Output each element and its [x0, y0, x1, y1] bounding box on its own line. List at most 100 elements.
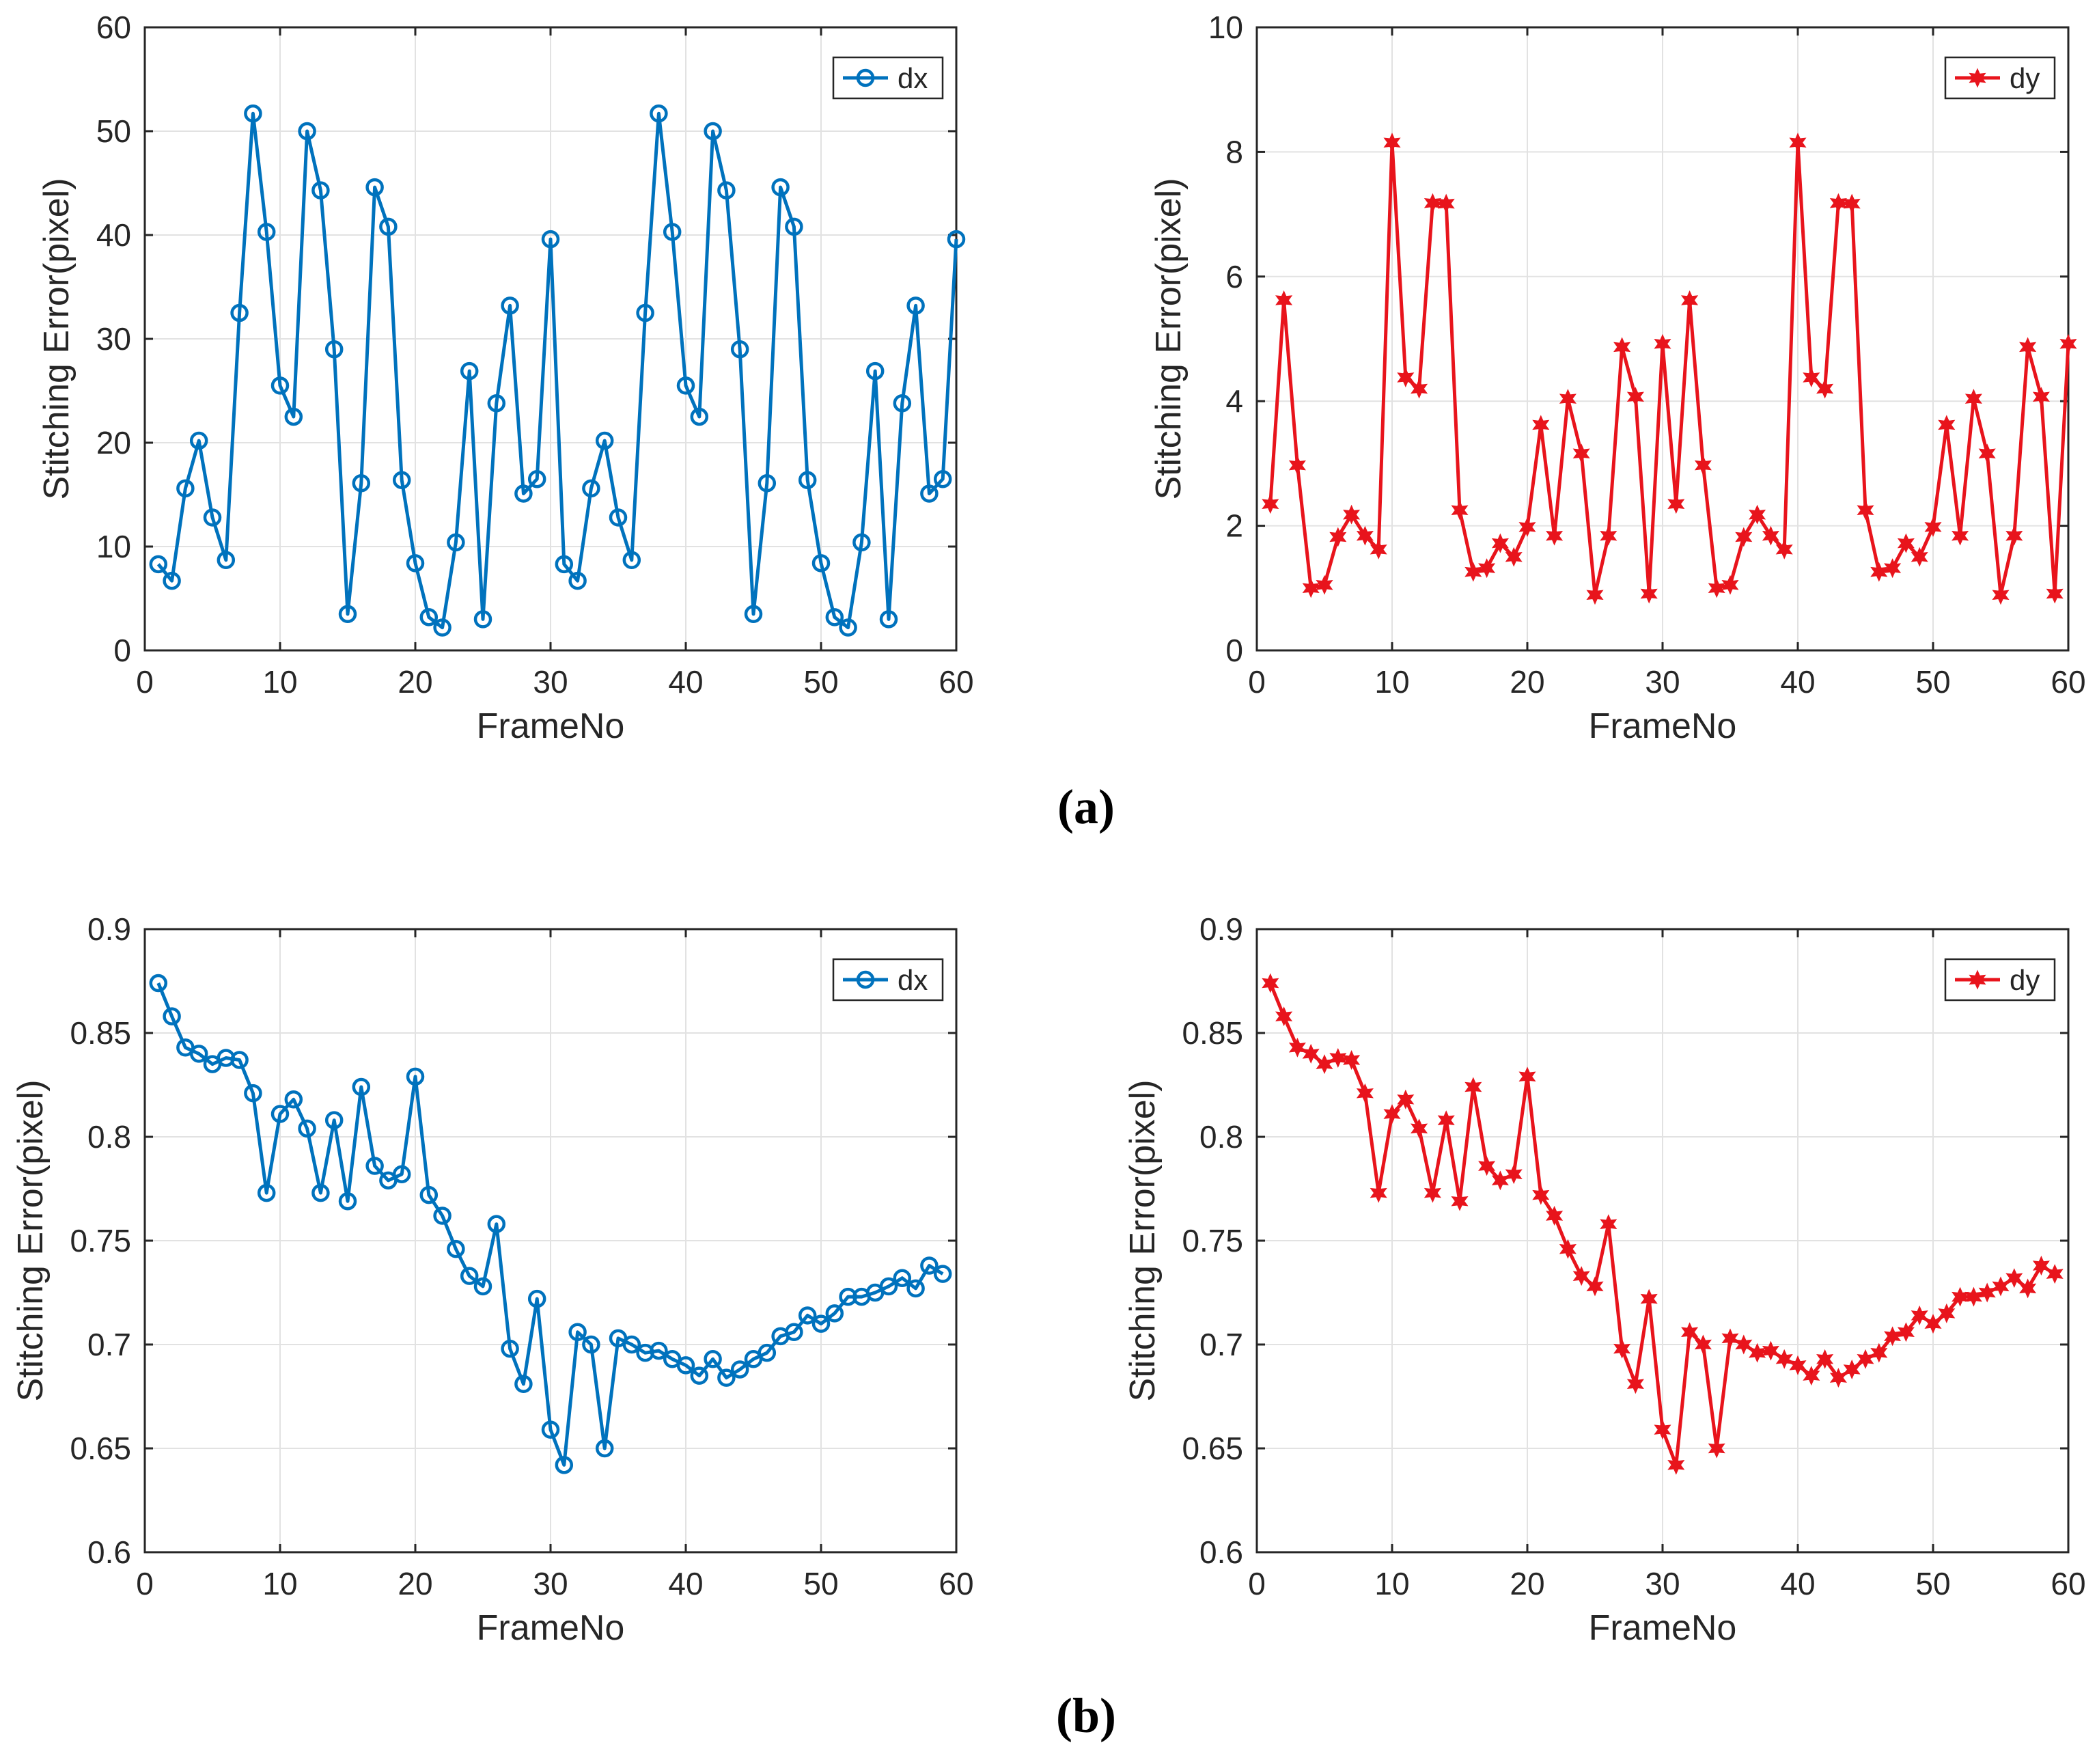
x-tick-label: 0	[1248, 664, 1266, 700]
data-point	[1681, 1322, 1699, 1342]
data-point	[839, 618, 857, 637]
data-point	[704, 1350, 722, 1368]
data-point	[1749, 504, 1766, 525]
data-point	[798, 471, 817, 489]
y-tick-label: 0.8	[1199, 1119, 1243, 1155]
data-point	[1775, 1349, 1793, 1369]
data-point	[1518, 1066, 1536, 1087]
data-point	[541, 1420, 560, 1439]
data-point	[1586, 1276, 1604, 1297]
x-axis-label: FrameNo	[477, 706, 625, 746]
y-tick-label: 6	[1225, 259, 1243, 294]
data-point	[1681, 290, 1699, 310]
data-point	[1572, 443, 1590, 464]
data-point	[1870, 562, 1888, 582]
data-point	[595, 431, 614, 450]
data-point	[852, 533, 871, 552]
y-tick-label: 0	[113, 633, 131, 668]
legend-marker	[1969, 68, 1986, 88]
data-point	[1613, 1338, 1631, 1359]
data-point	[622, 1335, 641, 1354]
data-point	[1613, 337, 1631, 357]
data-point	[2019, 1278, 2037, 1299]
data-point	[811, 554, 831, 573]
y-tick-label: 0.65	[1182, 1431, 1243, 1466]
data-point	[1329, 1048, 1347, 1068]
data-point	[1897, 533, 1915, 553]
data-point	[1505, 1164, 1523, 1185]
data-point	[1478, 1156, 1496, 1176]
data-point	[893, 394, 912, 413]
data-point	[365, 1157, 384, 1175]
data-point	[1343, 1050, 1361, 1070]
data-point	[365, 178, 384, 197]
y-tick-label: 8	[1225, 134, 1243, 169]
data-point	[730, 1360, 749, 1379]
data-point	[406, 1067, 425, 1086]
data-point	[149, 555, 168, 574]
data-point	[1897, 1322, 1915, 1342]
data-point	[1532, 1185, 1550, 1205]
data-point	[244, 1084, 262, 1103]
data-point	[933, 1265, 952, 1283]
data-point	[1437, 1110, 1455, 1131]
data-point	[717, 181, 736, 199]
y-tick-label: 60	[96, 10, 131, 45]
x-tick-label: 60	[2051, 664, 2085, 700]
data-point	[1789, 133, 1807, 153]
x-tick-label: 10	[262, 1566, 297, 1601]
data-point	[1383, 1104, 1401, 1125]
data-point	[1451, 1191, 1469, 1211]
data-point	[650, 1341, 668, 1360]
legend-label: dx	[898, 964, 928, 996]
data-point	[1383, 133, 1401, 153]
data-point	[1302, 578, 1320, 598]
data-point	[163, 1007, 181, 1025]
y-tick-label: 0.85	[1182, 1015, 1243, 1051]
data-point	[906, 297, 925, 315]
x-tick-label: 30	[1645, 1566, 1680, 1601]
data-point	[1451, 500, 1469, 521]
data-point	[595, 1439, 614, 1458]
data-point	[284, 1090, 303, 1109]
x-tick-label: 0	[136, 1566, 154, 1601]
data-point	[690, 407, 709, 426]
legend-marker	[856, 970, 875, 989]
data-point	[1843, 193, 1861, 214]
y-tick-label: 0.9	[1199, 911, 1243, 947]
y-tick-label: 2	[1225, 508, 1243, 544]
x-tick-label: 60	[939, 1566, 973, 1601]
x-tick-label: 30	[533, 1566, 568, 1601]
data-point	[1600, 525, 1617, 546]
y-tick-label: 10	[96, 529, 131, 564]
y-axis-label: Stitching Error(pixel)	[11, 1079, 51, 1401]
data-point	[1288, 1037, 1306, 1058]
data-point	[1762, 1340, 1779, 1361]
data-point	[1546, 525, 1564, 546]
data-point	[1978, 443, 1996, 464]
x-tick-label: 50	[803, 664, 838, 700]
data-point	[392, 471, 411, 489]
data-point	[785, 217, 803, 236]
data-point	[298, 1119, 316, 1138]
data-point	[2005, 1268, 2023, 1288]
data-point	[1938, 415, 1956, 435]
data-point	[1437, 193, 1455, 214]
chart-b-right: 0 10 20 30 40 50 60 0.6 0.65 0.7 0.75 0.8 0.85 0.9 Fra…	[1123, 911, 2086, 1648]
data-point	[324, 340, 344, 359]
data-point	[2032, 387, 2050, 407]
data-point	[758, 1343, 777, 1362]
data-point	[1938, 1303, 1956, 1323]
data-point	[1964, 1286, 1982, 1307]
data-point	[798, 1306, 817, 1325]
data-point	[1789, 1355, 1807, 1375]
data-point	[1803, 368, 1820, 387]
data-point	[1829, 193, 1847, 213]
data-point	[230, 303, 249, 322]
y-tick-label: 0.65	[70, 1431, 131, 1466]
data-point	[352, 474, 371, 493]
data-point	[568, 1323, 587, 1342]
data-point	[189, 431, 208, 450]
data-point	[1370, 1183, 1387, 1203]
legend-label: dy	[2010, 964, 2040, 996]
